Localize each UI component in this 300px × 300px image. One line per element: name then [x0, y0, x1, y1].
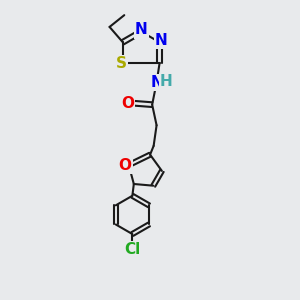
Text: S: S [116, 56, 127, 71]
Text: O: O [119, 158, 132, 172]
Text: Cl: Cl [124, 242, 140, 257]
Text: N: N [155, 33, 168, 48]
Text: O: O [121, 96, 134, 111]
Text: N: N [135, 22, 148, 38]
Text: N: N [150, 75, 163, 90]
Text: H: H [160, 74, 172, 89]
